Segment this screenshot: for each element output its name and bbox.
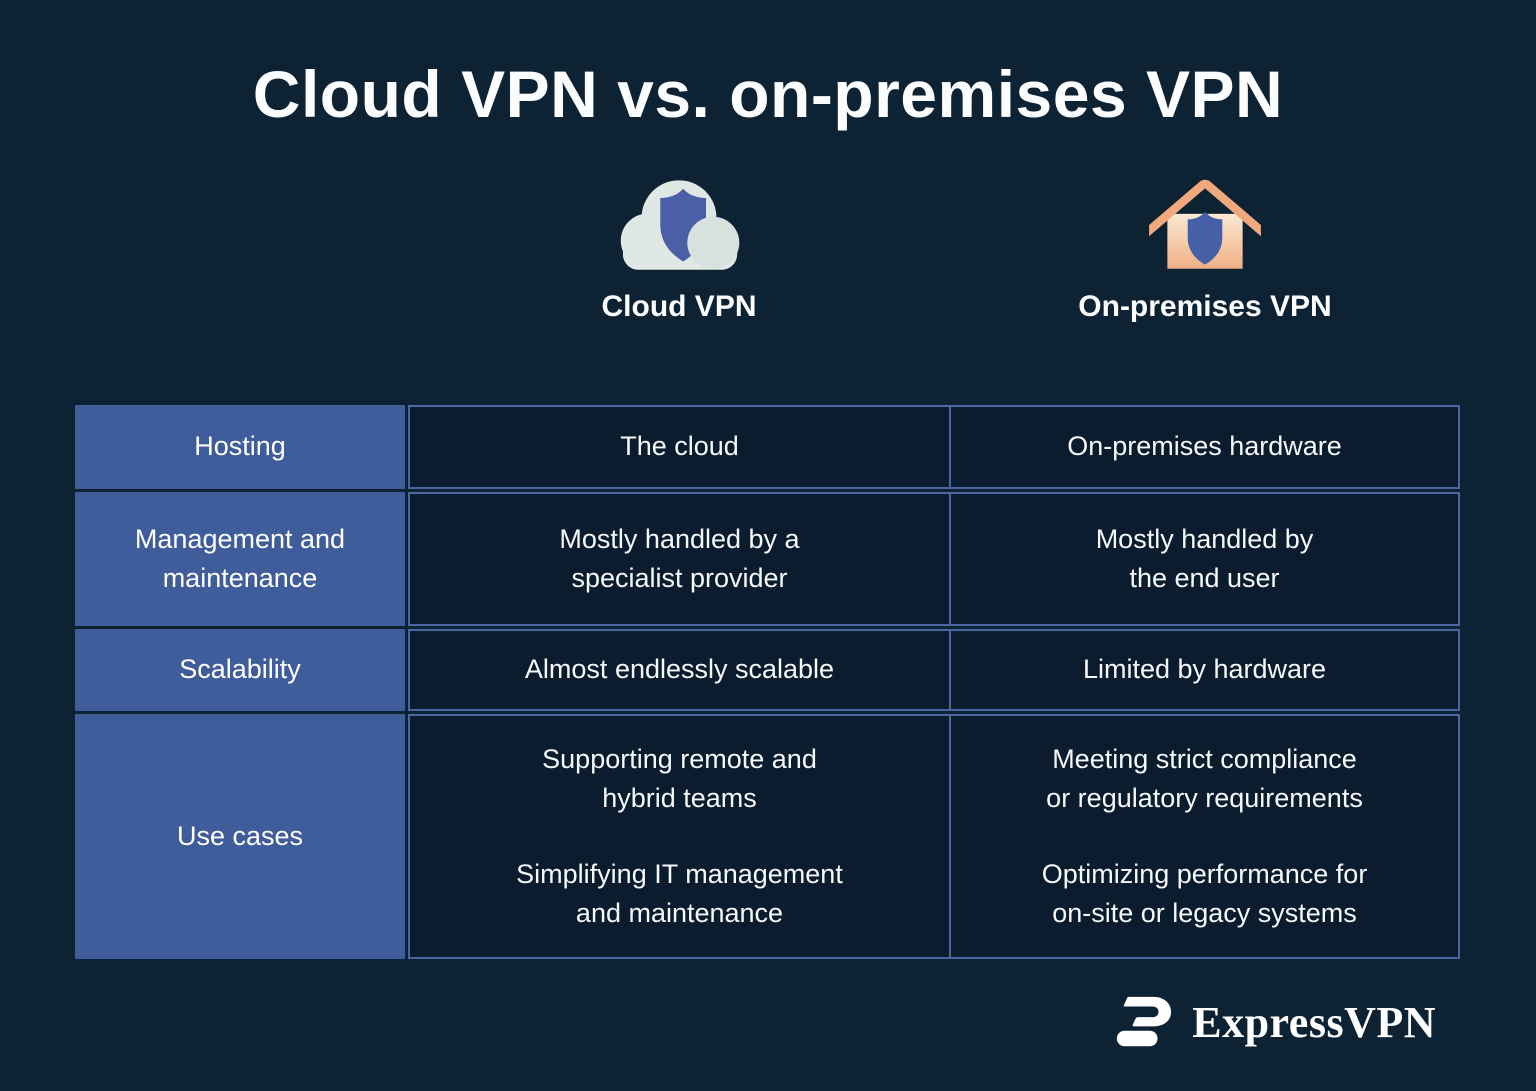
- table-row-management: Management and maintenance Mostly handle…: [75, 492, 1460, 626]
- compare-header: Cloud VPN On-premises VPN: [75, 172, 1460, 324]
- usecases-onprem-item: Optimizing performance for on-site or le…: [1041, 858, 1368, 928]
- table-row-scalability: Scalability Almost endlessly scalable Li…: [75, 629, 1460, 711]
- onprem-column-label: On-premises VPN: [1078, 290, 1332, 323]
- row-label-scalability: Scalability: [75, 629, 405, 711]
- row-label-usecases: Use cases: [75, 714, 405, 959]
- hosting-cloud-cell: The cloud: [408, 405, 950, 489]
- cloud-shield-icon: [616, 172, 742, 276]
- brand-wordmark: ExpressVPN: [1192, 997, 1436, 1047]
- table-row-usecases: Use cases Supporting remote and hybrid t…: [75, 714, 1460, 959]
- usecases-cloud-cell: Supporting remote and hybrid teams Simpl…: [408, 714, 950, 959]
- management-onprem-cell: Mostly handled by the end user: [950, 492, 1460, 626]
- usecases-onprem-item: Meeting strict compliance or regulatory …: [1046, 744, 1363, 814]
- usecases-cloud-item: Supporting remote and hybrid teams: [542, 744, 817, 814]
- page-title: Cloud VPN vs. on-premises VPN: [252, 57, 1284, 131]
- cloud-column-header: Cloud VPN: [408, 172, 950, 324]
- usecases-cloud-item: Simplifying IT management and maintenanc…: [516, 858, 843, 928]
- cloud-column-label: Cloud VPN: [601, 290, 757, 323]
- table-row-hosting: Hosting The cloud On-premises hardware: [75, 405, 1460, 489]
- row-label-management: Management and maintenance: [75, 492, 405, 626]
- brand-footer: ExpressVPN: [1112, 989, 1436, 1055]
- comparison-table: Hosting The cloud On-premises hardware M…: [75, 405, 1460, 959]
- row-label-hosting: Hosting: [75, 405, 405, 489]
- usecases-onprem-cell: Meeting strict compliance or regulatory …: [950, 714, 1460, 959]
- scalability-onprem-cell: Limited by hardware: [950, 629, 1460, 711]
- onprem-column-header: On-premises VPN: [950, 172, 1460, 324]
- scalability-cloud-cell: Almost endlessly scalable: [408, 629, 950, 711]
- hosting-onprem-cell: On-premises hardware: [950, 405, 1460, 489]
- management-cloud-cell: Mostly handled by a specialist provider: [408, 492, 950, 626]
- house-shield-icon: [1144, 172, 1266, 276]
- expressvpn-logo-icon: [1112, 994, 1174, 1050]
